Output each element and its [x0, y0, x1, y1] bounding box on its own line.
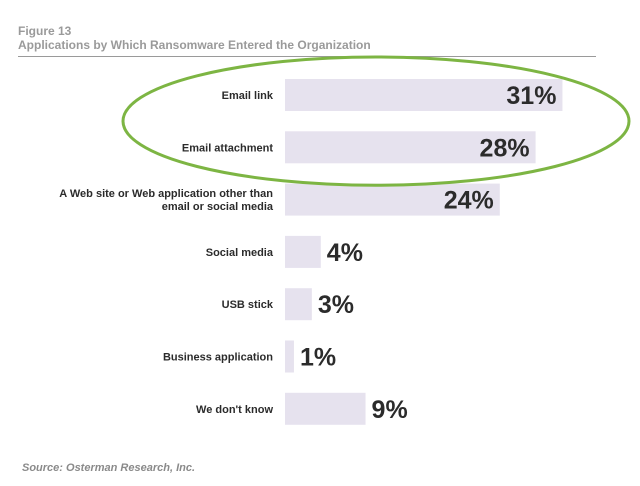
category-label: We don't know: [196, 404, 273, 416]
value-label: 4%: [327, 239, 363, 267]
bar: [285, 288, 312, 321]
figure-label: Figure 13: [18, 24, 72, 38]
title-divider: [18, 56, 596, 57]
value-label: 1%: [300, 344, 336, 372]
highlight-ellipse: [121, 55, 631, 187]
value-label: 3%: [318, 291, 354, 319]
category-label: Email link: [222, 90, 274, 102]
category-label: A Web site or Web application other than: [59, 188, 273, 200]
figure-title: Applications by Which Ransomware Entered…: [18, 38, 371, 52]
category-label: email or social media: [162, 201, 274, 213]
value-label: 24%: [444, 187, 494, 215]
category-label: Social media: [206, 247, 274, 259]
source-note: Source: Osterman Research, Inc.: [22, 462, 196, 474]
value-label: 28%: [480, 134, 530, 162]
bar: [285, 392, 366, 425]
category-label: USB stick: [222, 299, 274, 311]
value-label: 9%: [372, 396, 408, 424]
category-label: Business application: [163, 352, 273, 364]
bar: [285, 79, 563, 111]
bar: [285, 183, 500, 216]
bar: [285, 340, 294, 373]
bar: [285, 131, 536, 164]
category-label: Email attachment: [182, 142, 273, 154]
bar: [285, 235, 321, 268]
value-label: 31%: [506, 82, 556, 110]
